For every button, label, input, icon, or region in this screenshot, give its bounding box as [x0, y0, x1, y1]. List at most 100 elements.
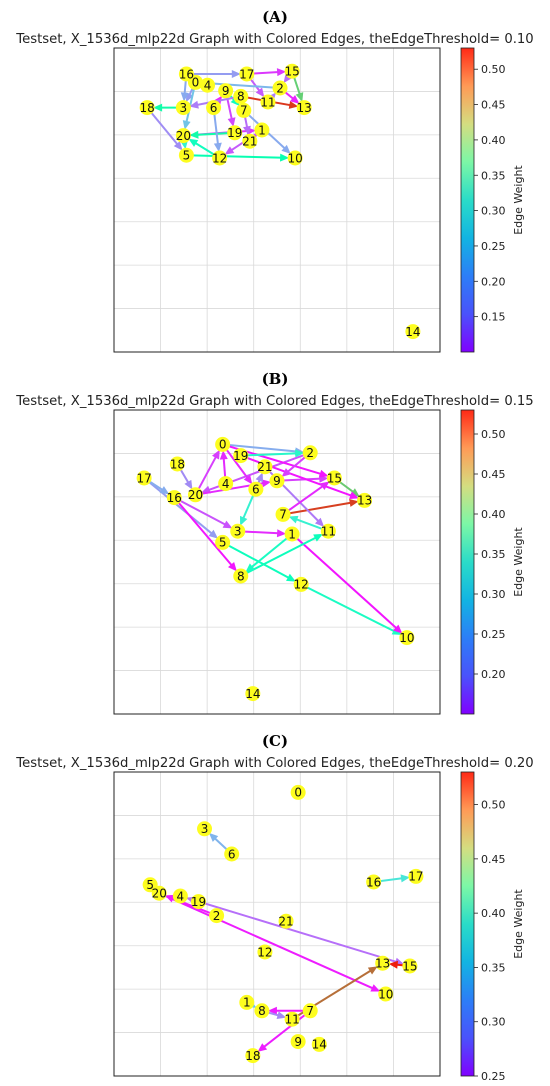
edge-arrowhead — [184, 479, 193, 490]
edge-arrowhead — [180, 92, 189, 102]
edge-arrowhead — [400, 874, 410, 883]
edge-line — [173, 496, 235, 569]
node-marker — [293, 576, 309, 592]
colorbar-tick-label: 0.15 — [481, 311, 506, 324]
node-label: 19 — [233, 449, 248, 463]
edge-arrowhead — [290, 95, 300, 104]
panel-0: (A) Testset, X_1536d_mlp22d Graph with Co… — [15, 8, 534, 353]
panel-1: (B) Testset, X_1536d_mlp22d Graph with Co… — [15, 370, 534, 715]
edge-arrowhead — [224, 146, 235, 155]
node-label: 9 — [222, 84, 230, 98]
node-label: 12 — [212, 151, 227, 165]
node-marker — [290, 1034, 306, 1050]
node-label: 15 — [402, 959, 417, 973]
node-marker — [399, 630, 415, 646]
edge-line — [143, 477, 215, 537]
node-5: 5 — [215, 534, 231, 550]
node-11: 11 — [260, 94, 276, 110]
node-2: 2 — [209, 908, 225, 924]
edge-8-3 — [189, 95, 241, 109]
node-label: 3 — [234, 525, 242, 539]
node-label: 7 — [306, 1004, 314, 1018]
node-16: 16 — [179, 66, 194, 82]
node-marker — [408, 868, 424, 884]
node-15: 15 — [326, 470, 342, 486]
node-21: 21 — [278, 913, 294, 929]
node-marker — [278, 913, 294, 929]
node-label: 16 — [167, 491, 182, 505]
node-10: 10 — [378, 986, 393, 1002]
node-marker — [239, 66, 255, 82]
colorbar-tick-label: 0.20 — [481, 275, 506, 288]
node-label: 1 — [243, 996, 251, 1010]
node-marker — [212, 150, 228, 166]
node-15: 15 — [402, 958, 418, 974]
node-10: 10 — [399, 630, 415, 646]
node-21: 21 — [242, 133, 257, 149]
colorbar-tick-label: 0.40 — [481, 508, 506, 521]
edge-arrowhead — [313, 533, 323, 542]
node-marker — [236, 102, 252, 118]
node-label: 5 — [146, 878, 154, 892]
edge-arrowhead — [267, 1006, 277, 1015]
node-2: 2 — [302, 445, 318, 461]
node-marker — [245, 1048, 261, 1064]
edge-arrowhead — [388, 960, 399, 969]
chart-title: Testset, X_1536d_mlp22d Graph with Color… — [15, 32, 533, 47]
node-6: 6 — [248, 481, 264, 497]
plot-frame — [113, 771, 441, 1077]
node-9: 9 — [290, 1034, 306, 1050]
edge-line — [193, 95, 241, 107]
edge-20-10 — [158, 892, 381, 992]
node-marker — [178, 147, 194, 163]
node-7: 7 — [275, 506, 291, 522]
node-marker — [287, 150, 303, 166]
edge-20-0 — [194, 449, 220, 496]
edge-1-8 — [245, 533, 293, 573]
node-17: 17 — [136, 470, 152, 486]
node-marker — [284, 526, 300, 542]
node-marker — [405, 324, 421, 340]
node-label: 14 — [245, 687, 260, 701]
node-17: 17 — [239, 66, 255, 82]
colorbar-tick-label: 0.40 — [481, 907, 506, 920]
node-marker — [326, 470, 342, 486]
edge-arrowhead — [228, 561, 237, 572]
edge-arrowhead — [255, 472, 264, 483]
edge-arrowhead — [189, 130, 199, 139]
node-label: 3 — [201, 822, 209, 836]
edge-arrowhead — [367, 966, 378, 975]
chart-title: Testset, X_1536d_mlp22d Graph with Color… — [15, 756, 533, 771]
edge-line — [222, 541, 292, 581]
node-20: 20 — [175, 128, 191, 144]
node-19: 19 — [191, 894, 206, 910]
node-marker — [175, 128, 191, 144]
colorbar-gradient — [460, 771, 475, 1077]
node-label: 10 — [378, 987, 393, 1001]
node-label: 14 — [405, 325, 420, 339]
node-label: 8 — [237, 569, 245, 583]
edge-arrowhead — [240, 515, 248, 526]
colorbar-tick-label: 0.25 — [481, 628, 506, 641]
edge-arrowhead — [243, 474, 253, 485]
node-label: 2 — [306, 446, 314, 460]
node-6: 6 — [224, 846, 240, 862]
node-3: 3 — [175, 100, 191, 116]
node-marker — [218, 476, 234, 492]
node-label: 9 — [294, 1035, 302, 1049]
node-7: 7 — [302, 1003, 318, 1019]
node-marker — [275, 506, 291, 522]
node-7: 7 — [236, 102, 252, 118]
edge-arrowhead — [261, 479, 272, 488]
edge-arrowhead — [319, 481, 330, 490]
node-marker — [175, 100, 191, 116]
node-14: 14 — [312, 1036, 327, 1052]
node-12: 12 — [212, 150, 228, 166]
node-label: 18 — [170, 457, 185, 471]
chart-title: Testset, X_1536d_mlp22d Graph with Color… — [15, 394, 533, 409]
edge-18-5 — [146, 106, 183, 151]
node-label: 6 — [228, 847, 236, 861]
